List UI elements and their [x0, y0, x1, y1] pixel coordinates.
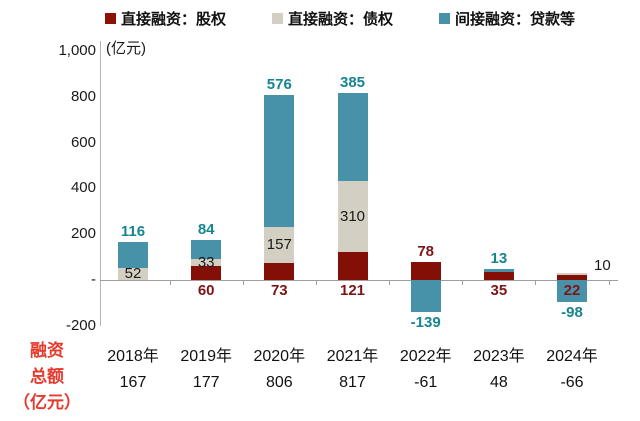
total-value: 167: [119, 374, 147, 391]
bar-value-label: 157: [266, 236, 292, 254]
x-axis-category-label: 2020年: [253, 348, 306, 365]
bar-segment-loans-2022年: [410, 280, 441, 312]
x-axis-tick: [462, 281, 464, 285]
bar-value-label: 33: [197, 253, 215, 271]
bar-value-label: 576: [266, 76, 292, 94]
total-value: -66: [560, 374, 584, 391]
totals-header-line: （亿元）: [13, 393, 81, 412]
y-axis-tick-label: 800: [70, 87, 96, 105]
loans-swatch-icon: [439, 13, 451, 24]
bar-value-label: 13: [490, 250, 508, 267]
total-value: 817: [339, 374, 366, 391]
totals-header-line: 总额: [30, 367, 64, 386]
bar-value-label: 84: [197, 220, 215, 238]
y-axis-tick-label: -: [91, 271, 96, 288]
bar-segment-loans-2020年: [264, 95, 295, 228]
legend-item-debt: 直接融资：债权: [272, 8, 393, 29]
y-axis-unit-label: (亿元): [106, 40, 146, 57]
bar-segment-equity-2022年: [410, 262, 441, 280]
bar-segment-equity-2020年: [264, 263, 295, 280]
y-axis-tick-label: 200: [70, 225, 96, 243]
bar-value-label: 22: [563, 282, 581, 299]
bar-segment-loans-2023年: [483, 269, 514, 272]
bar-segment-equity-2019年: [191, 266, 222, 280]
bar-value-label: 78: [417, 243, 435, 261]
x-axis-category-label: 2024年: [546, 348, 598, 365]
equity-swatch-icon: [105, 13, 116, 24]
total-value: 177: [192, 374, 220, 391]
bar-segment-loans-2019年: [191, 239, 222, 259]
bar-segment-equity-2023年: [483, 272, 514, 280]
bar-value-label: -98: [561, 304, 583, 322]
x-axis-tick: [608, 281, 610, 285]
legend-label: 直接融资：股权: [121, 11, 227, 28]
y-axis-tick-label: 1,000: [58, 42, 96, 59]
bar-segment-loans-2021年: [337, 93, 368, 182]
bar-value-label: 52: [124, 265, 142, 282]
bar-value-label: 121: [339, 282, 366, 299]
total-value: 48: [489, 374, 508, 391]
legend: 直接融资：股权 直接融资：债权 间接融资：贷款等: [105, 8, 575, 29]
x-axis-tick: [535, 281, 537, 285]
bar-value-label: 116: [120, 222, 146, 240]
x-axis-tick: [242, 281, 244, 285]
legend-item-loans: 间接融资：贷款等: [439, 8, 575, 29]
total-value: 806: [265, 374, 293, 391]
debt-swatch-icon: [272, 13, 284, 24]
x-axis-tick: [169, 281, 171, 285]
bar-segment-debt-2024年: [557, 272, 587, 275]
legend-label: 间接融资：贷款等: [455, 11, 576, 28]
bar-segment-debt-2018年: [118, 268, 148, 280]
y-axis-tick-label: 400: [70, 179, 96, 197]
y-axis-tick-label: -200: [65, 316, 96, 334]
legend-label: 直接融资：债权: [288, 11, 394, 28]
totals-row-header: 融资总额 （亿元）: [2, 338, 92, 416]
bar-value-label: 60: [197, 282, 215, 299]
bar-segment-equity-2021年: [337, 252, 368, 280]
x-axis-category-label: 2021年: [326, 348, 379, 365]
x-axis-line: [100, 280, 618, 281]
bar-segment-debt-2019年: [191, 258, 222, 267]
bar-segment-equity-2024年: [557, 275, 587, 280]
x-axis-category-label: 2022年: [399, 348, 452, 365]
y-axis-tick-label: 600: [70, 133, 96, 151]
bar-value-label: 385: [339, 74, 366, 92]
bar-segment-debt-2021年: [337, 181, 368, 253]
legend-item-equity: 直接融资：股权: [105, 8, 226, 29]
x-axis-category-label: 2019年: [180, 348, 232, 365]
x-axis-tick: [389, 281, 391, 285]
bar-value-label: 35: [490, 282, 508, 299]
totals-header-line: 融资: [30, 341, 64, 360]
bar-value-label: -139: [410, 313, 441, 331]
x-axis-category-label: 2023年: [473, 348, 525, 365]
bar-segment-debt-2020年: [264, 227, 295, 264]
y-axis-line: [100, 41, 101, 326]
x-axis-tick: [315, 281, 317, 285]
bar-value-label: 73: [270, 282, 288, 299]
bar-segment-loans-2024年: [557, 280, 587, 303]
x-axis-category-label: 2018年: [107, 348, 159, 365]
bar-segment-loans-2018年: [118, 241, 148, 269]
bar-value-label: 10: [594, 257, 611, 274]
total-value: -61: [414, 374, 438, 391]
bar-value-label: 310: [339, 207, 366, 225]
